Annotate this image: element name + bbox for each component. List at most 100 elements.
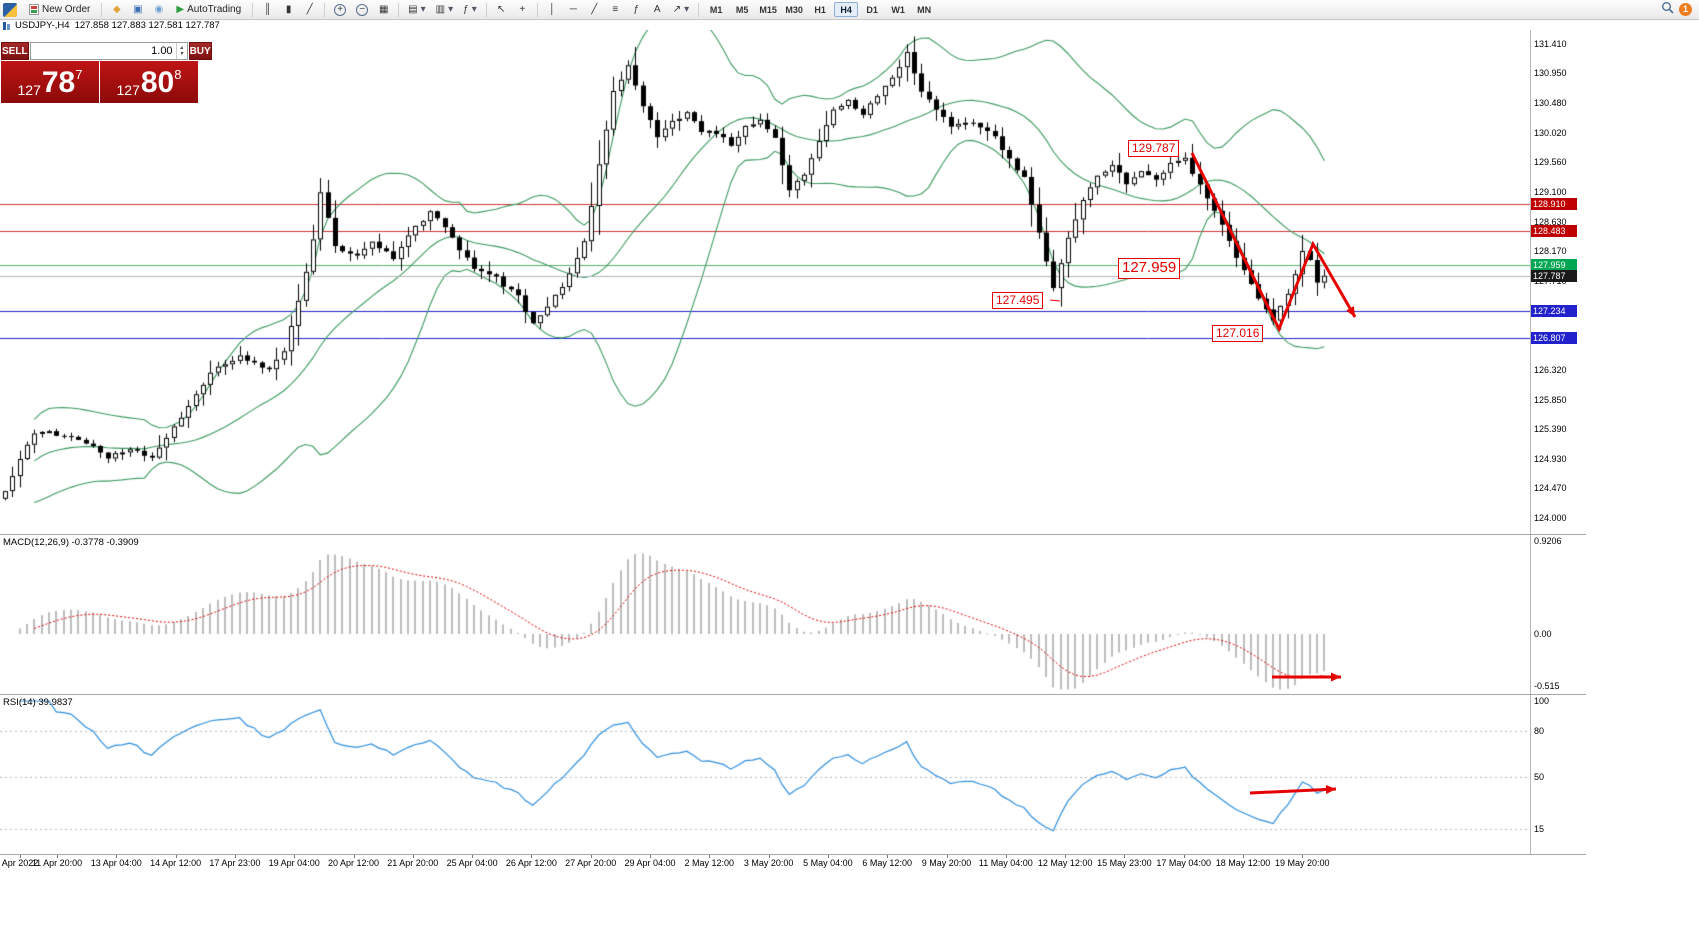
timeframe-m15[interactable]: M15 <box>756 2 780 17</box>
rsi-label: RSI(14) 39.9837 <box>3 697 73 708</box>
sell-price-box[interactable]: 127 78 7 <box>1 61 99 103</box>
time-axis-tick <box>472 855 473 858</box>
zoom-out-button[interactable]: − <box>352 1 372 18</box>
spinner-up-icon[interactable]: ▴ <box>180 45 184 51</box>
profiles-dropdown[interactable]: ▥ ▾ <box>432 1 457 18</box>
panel-separator[interactable] <box>0 534 1586 535</box>
price-badge: 127.787 <box>1531 269 1577 282</box>
macd-panel-canvas[interactable] <box>0 535 1530 694</box>
chevron-down-icon: ▾ <box>420 3 426 15</box>
time-axis-label: 5 May 04:00 <box>803 858 853 868</box>
time-axis-tick <box>769 855 770 858</box>
time-axis-label: 17 May 04:00 <box>1156 858 1211 868</box>
time-axis-tick <box>1184 855 1185 858</box>
price-axis-label: 126.320 <box>1534 364 1567 375</box>
search-icon[interactable] <box>1661 1 1674 19</box>
time-axis-line <box>0 854 1586 855</box>
buy-price-box[interactable]: 127 80 8 <box>100 61 198 103</box>
chevron-down-icon: ▾ <box>684 3 690 15</box>
spinner-down-icon[interactable]: ▾ <box>180 51 184 57</box>
new-chart-dropdown[interactable]: ▤ ▾ <box>404 1 429 18</box>
price-badge: 127.234 <box>1531 305 1577 318</box>
buy-price-big: 80 <box>140 66 175 99</box>
channel-button[interactable]: ≡ <box>606 1 625 18</box>
timeframe-h1[interactable]: H1 <box>808 2 832 17</box>
line-chart-button[interactable]: ╱ <box>300 1 319 18</box>
time-axis-label: 27 Apr 20:00 <box>565 858 617 868</box>
timeframe-h4[interactable]: H4 <box>834 2 859 17</box>
mql5-community-icon[interactable]: ◆ <box>107 1 126 18</box>
time-axis-label: 6 May 12:00 <box>862 858 912 868</box>
timeframe-m30[interactable]: M30 <box>782 2 806 17</box>
time-axis-tick <box>1124 855 1125 858</box>
price-badge: 127.959 <box>1531 258 1577 271</box>
buy-price-pip: 8 <box>174 67 182 82</box>
price-annotation[interactable]: 127.016 <box>1212 325 1264 342</box>
volume-input[interactable] <box>30 45 176 57</box>
timeframe-d1[interactable]: D1 <box>860 2 884 17</box>
time-axis-label: 15 May 23:00 <box>1097 858 1152 868</box>
sell-price-big: 78 <box>41 66 76 99</box>
buy-price-prefix: 127 <box>116 82 140 98</box>
time-axis-label: 12 May 12:00 <box>1037 858 1093 868</box>
macd-scale-label: 0.9206 <box>1534 536 1562 546</box>
time-axis-label: 13 Apr 04:00 <box>90 858 142 868</box>
autotrading-label: AutoTrading <box>187 3 242 15</box>
one-click-trading-panel: SELL ▴▾ BUY 127 78 7 127 80 8 <box>1 42 212 103</box>
trendline-button[interactable]: ╱ <box>585 1 604 18</box>
price-axis-border <box>1530 30 1531 854</box>
autotrading-button[interactable]: ▶ AutoTrading <box>170 1 247 18</box>
time-axis-tick <box>1243 855 1244 858</box>
indicators-dropdown[interactable]: ƒ ▾ <box>459 1 481 18</box>
price-annotation[interactable]: 127.495 <box>992 292 1044 309</box>
horizontal-line-button[interactable]: ─ <box>564 1 583 18</box>
price-badge: 128.910 <box>1531 197 1577 210</box>
text-button[interactable]: A <box>648 1 667 18</box>
notification-badge[interactable]: 1 <box>1679 3 1692 16</box>
zoom-in-button[interactable]: + <box>330 1 350 18</box>
toolbar-separator <box>101 2 103 17</box>
rsi-scale-label: 50 <box>1534 771 1545 782</box>
toolbar-separator <box>252 2 254 17</box>
rsi-panel-canvas[interactable] <box>0 695 1530 854</box>
time-axis-tick <box>1302 855 1303 858</box>
app-logo-icon <box>3 2 17 17</box>
price-badge: 128.483 <box>1531 225 1577 238</box>
candlestick-chart-button[interactable]: ▮ <box>279 1 298 18</box>
price-axis-label: 125.390 <box>1534 424 1567 435</box>
time-axis-tick <box>413 855 414 858</box>
panel-separator[interactable] <box>0 694 1586 695</box>
timeframe-m5[interactable]: M5 <box>730 2 754 17</box>
macd-scale-label: -0.515 <box>1534 680 1560 691</box>
timeframe-m1[interactable]: M1 <box>704 2 728 17</box>
strategy-tester-icon[interactable]: ◉ <box>149 1 168 18</box>
price-annotation[interactable]: 129.787 <box>1128 140 1180 157</box>
new-order-button[interactable]: New Order <box>23 1 96 18</box>
cursor-button[interactable]: ↖ <box>492 1 511 18</box>
tile-windows-button[interactable]: ▦ <box>374 1 393 18</box>
bar-chart-button[interactable]: ║ <box>258 1 277 18</box>
price-annotation[interactable]: 127.959 <box>1118 258 1181 279</box>
crosshair-button[interactable]: + <box>513 1 532 18</box>
price-axis-label: 130.480 <box>1534 98 1567 109</box>
buy-button[interactable]: BUY <box>188 42 212 60</box>
price-badge: 126.807 <box>1531 332 1577 345</box>
arrow-objects-dropdown[interactable]: ↗ ▾ <box>669 1 693 18</box>
candlestick-icon <box>3 21 10 30</box>
ohlc-values: 127.858 127.883 127.581 127.787 <box>74 20 220 31</box>
new-order-icon <box>29 4 39 15</box>
volume-spinner[interactable]: ▴ ▾ <box>175 43 187 59</box>
fibonacci-button[interactable]: ƒ <box>627 1 646 18</box>
timeframe-mn[interactable]: MN <box>912 2 936 17</box>
time-axis-tick <box>650 855 651 858</box>
sell-button[interactable]: SELL <box>1 42 29 60</box>
time-axis-tick <box>235 855 236 858</box>
volume-field: ▴▾ <box>29 42 188 60</box>
data-window-icon[interactable]: ▣ <box>128 1 147 18</box>
time-axis-label: 25 Apr 04:00 <box>446 858 498 868</box>
vertical-line-button[interactable]: │ <box>543 1 562 18</box>
timeframe-w1[interactable]: W1 <box>886 2 910 17</box>
time-axis-label: 18 May 12:00 <box>1215 858 1271 868</box>
price-chart-canvas[interactable] <box>0 30 1530 534</box>
rsi-scale-label: 80 <box>1534 726 1545 737</box>
